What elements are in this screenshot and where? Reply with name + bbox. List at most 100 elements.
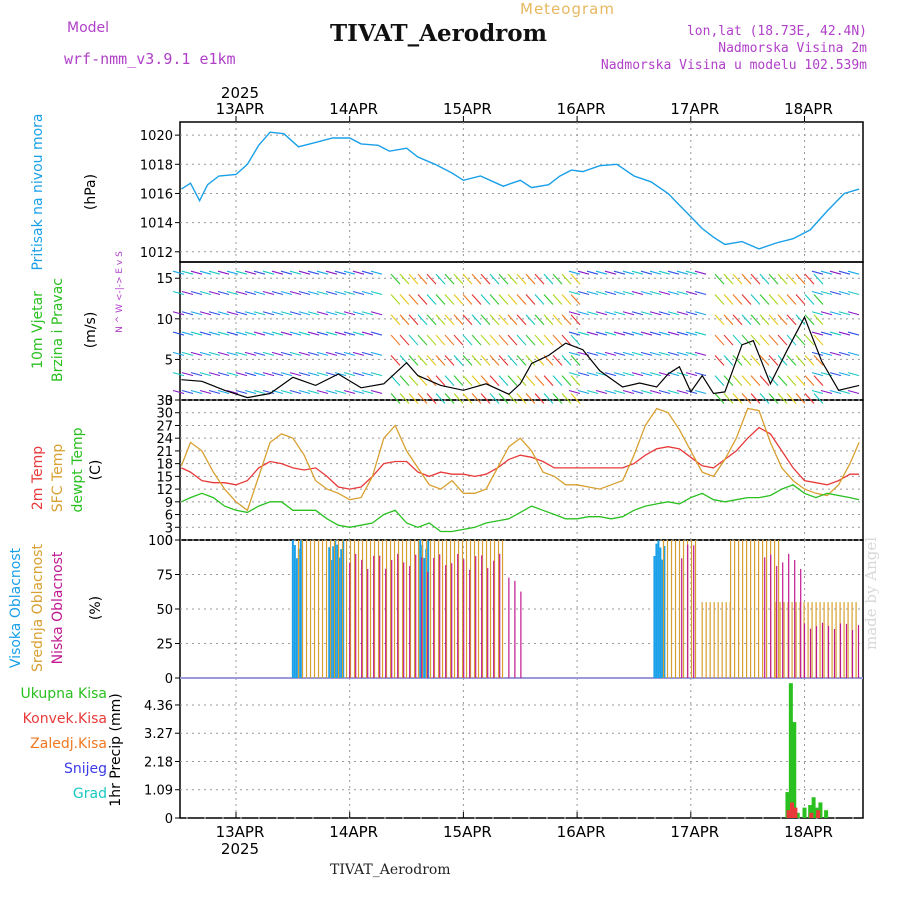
wind-barb — [838, 389, 851, 395]
wind-barb — [471, 294, 482, 305]
wind-barb — [489, 314, 500, 326]
wind-barb — [694, 331, 707, 336]
wind-barb — [399, 334, 410, 346]
wind-barb — [714, 294, 725, 305]
wind-barb — [847, 389, 860, 395]
wind-barb — [795, 273, 806, 285]
wind-barb — [253, 372, 266, 377]
wind-barb — [741, 375, 752, 387]
wind-barb — [577, 270, 590, 275]
wind-barb — [244, 311, 257, 316]
wind-barb — [759, 334, 770, 346]
y-tick-label: 2.18 — [144, 755, 173, 770]
wind-barb — [190, 331, 203, 336]
wind-barb — [480, 354, 491, 366]
wind-barb — [741, 273, 752, 285]
wind-barb — [498, 334, 509, 346]
wind-barb — [568, 311, 581, 316]
wind-barb — [552, 314, 563, 326]
y-tick-label: 18 — [156, 458, 173, 473]
wind-barb — [199, 351, 212, 356]
wind-barb — [516, 273, 527, 285]
wind-barb — [417, 294, 428, 305]
y-tick-label: 100 — [148, 534, 173, 549]
wind-barb — [847, 270, 860, 275]
wind-barb — [435, 334, 446, 346]
wind-barb — [786, 334, 797, 346]
wind-barb — [271, 351, 284, 356]
wind-barb — [676, 351, 689, 356]
wind-barb — [343, 351, 356, 356]
wind-barb — [741, 334, 752, 346]
wind-barb — [595, 389, 608, 395]
wind-barb — [280, 311, 293, 316]
wind-barb — [399, 393, 410, 404]
wind-barb — [631, 351, 644, 356]
wind-barb — [253, 351, 266, 356]
wind-barb — [586, 311, 599, 316]
wind-barb — [298, 270, 311, 275]
wind-barb — [820, 290, 833, 296]
wind-direction-legend: N ^ W <-|-> E v S — [115, 251, 125, 333]
wind-barb — [543, 273, 554, 285]
wind-barb — [334, 270, 347, 275]
wind-barb — [694, 290, 707, 296]
wind-barb — [226, 351, 239, 356]
wind-barb — [631, 290, 644, 296]
wind-barb — [471, 354, 482, 366]
wind-barb — [561, 393, 572, 404]
wind-barb — [685, 290, 698, 296]
wind-barb — [462, 334, 473, 346]
wind-barb — [570, 354, 581, 366]
wind-barb — [804, 393, 815, 404]
precip-bar — [795, 812, 800, 818]
wind-barb — [732, 375, 743, 387]
x-tick-label-top: 13APR — [216, 100, 265, 118]
wind-barb — [172, 351, 185, 356]
wind-barb — [811, 389, 824, 395]
wind-barb — [217, 331, 230, 336]
wind-barb — [714, 334, 725, 346]
wind-barb — [577, 389, 590, 395]
wind-barb — [795, 314, 806, 326]
wind-barb — [453, 393, 464, 404]
wind-barb — [694, 351, 707, 356]
wind-barb — [190, 389, 203, 395]
wind-barb — [613, 351, 626, 356]
wind-barb — [289, 389, 302, 395]
wind-barb — [435, 393, 446, 404]
precip-bar — [824, 810, 829, 818]
wind-barb — [595, 331, 608, 336]
wind-barb — [586, 351, 599, 356]
wind-barb — [316, 389, 329, 395]
pressure-unit: (hPa) — [83, 174, 99, 210]
wind-barb — [489, 375, 500, 387]
wind-barb — [390, 294, 401, 305]
wind-barb — [307, 372, 320, 377]
wind-barb — [759, 314, 770, 326]
wind-barb — [361, 311, 374, 316]
wind-barb — [577, 290, 590, 296]
wind-barb — [714, 314, 725, 326]
wind-barb — [352, 311, 365, 316]
wind-label-2: Brzina i Pravac — [50, 278, 66, 382]
wind-barb — [199, 372, 212, 377]
wind-barb — [289, 270, 302, 275]
wind-barb — [325, 290, 338, 296]
y-tick-label: 24 — [156, 432, 173, 447]
y-tick-label: 1020 — [140, 129, 173, 144]
wind-barb — [426, 314, 437, 326]
model-elevation-text: Nadmorska Visina u modelu 102.539m — [600, 58, 867, 73]
wind-barb — [723, 294, 734, 305]
precip-bar — [802, 807, 807, 818]
wind-barb — [244, 372, 257, 377]
wind-barb — [262, 290, 275, 296]
wind-speed-line — [181, 315, 860, 399]
wind-barb — [723, 334, 734, 346]
y-tick-label: 75 — [156, 569, 173, 584]
wind-barb — [280, 290, 293, 296]
wind-barb — [352, 331, 365, 336]
wind-barb — [568, 389, 581, 395]
wind-barb — [516, 393, 527, 404]
wind-barb — [604, 351, 617, 356]
